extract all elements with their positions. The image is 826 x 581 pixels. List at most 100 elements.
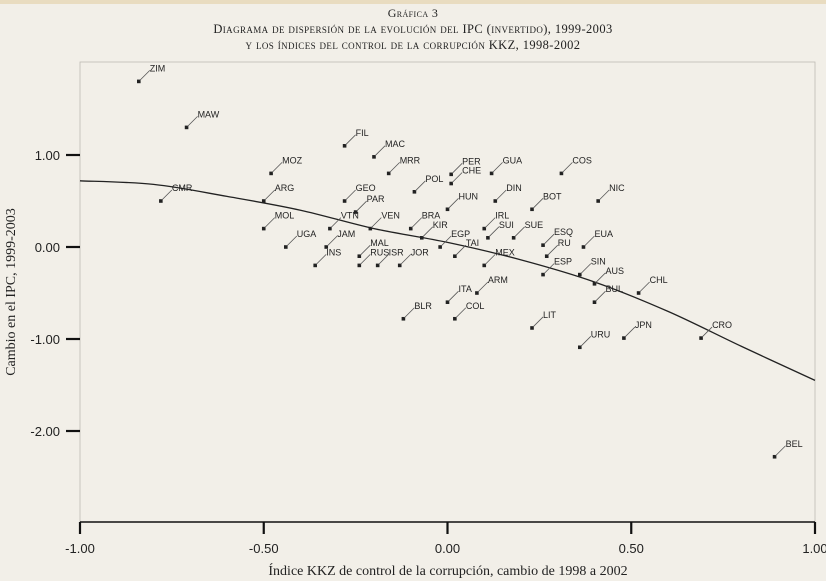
point-marker xyxy=(159,199,163,203)
point-leader-line xyxy=(451,172,463,183)
point-label: CMR xyxy=(172,183,193,193)
data-point-ven: VEN xyxy=(368,211,400,231)
point-leader-line xyxy=(543,263,555,274)
point-label: MAL xyxy=(370,238,389,248)
point-label: SUI xyxy=(499,220,514,230)
data-point-maw: MAW xyxy=(184,109,220,130)
point-leader-line xyxy=(264,189,276,201)
data-point-per: PER xyxy=(449,156,481,177)
point-marker xyxy=(342,199,347,203)
x-tick-label: -1.00 xyxy=(65,541,95,556)
data-point-bot: BOT xyxy=(530,191,562,212)
point-label: BLR xyxy=(414,301,432,311)
point-label: DIN xyxy=(506,183,522,193)
point-label: LIT xyxy=(543,310,557,320)
data-point-din: DIN xyxy=(493,183,522,203)
point-label: ITA xyxy=(459,284,472,294)
data-point-bel: BEL xyxy=(772,439,803,459)
data-point-ru: RU xyxy=(544,238,571,258)
point-leader-line xyxy=(389,162,400,173)
point-marker xyxy=(368,226,373,231)
point-marker xyxy=(541,243,545,247)
figure-label: Gráfica 3 xyxy=(387,6,439,20)
point-label: INS xyxy=(326,247,341,257)
point-leader-line xyxy=(451,163,463,174)
point-leader-line xyxy=(580,335,592,347)
point-leader-line xyxy=(356,200,367,212)
point-leader-line xyxy=(360,244,371,256)
point-label: ARG xyxy=(275,183,295,193)
point-label: NIC xyxy=(609,183,625,193)
data-point-arg: ARG xyxy=(261,183,295,203)
point-label: FIL xyxy=(356,128,369,138)
point-leader-line xyxy=(488,226,500,238)
point-leader-line xyxy=(411,217,423,228)
point-label: COL xyxy=(466,301,485,311)
point-leader-line xyxy=(448,197,459,209)
point-leader-line xyxy=(187,116,198,127)
fit-curve xyxy=(79,180,816,381)
point-marker xyxy=(475,291,479,295)
fit-curve-layer xyxy=(79,180,816,381)
point-leader-line xyxy=(286,235,298,247)
data-point-mol: MOL xyxy=(261,211,294,231)
point-marker xyxy=(482,226,487,231)
data-point-eua: EUA xyxy=(581,229,613,249)
data-point-par: PAR xyxy=(353,194,385,214)
point-marker xyxy=(578,345,582,350)
point-leader-line xyxy=(532,316,544,328)
point-marker xyxy=(445,300,450,304)
point-leader-line xyxy=(374,145,386,157)
point-leader-line xyxy=(455,307,467,319)
data-point-jam: JAM xyxy=(324,229,355,249)
data-point-mal: MAL xyxy=(357,238,389,258)
data-point-esq: ESQ xyxy=(541,227,573,247)
point-label: TAI xyxy=(466,238,479,248)
data-point-fil: FIL xyxy=(342,128,369,148)
point-leader-line xyxy=(532,197,544,209)
data-point-isr: ISR xyxy=(375,247,405,268)
point-marker xyxy=(184,125,189,130)
point-leader-line xyxy=(595,290,606,302)
point-leader-line xyxy=(455,244,467,256)
point-marker xyxy=(578,272,582,277)
point-label: ESQ xyxy=(554,227,573,237)
point-label: CHL xyxy=(650,275,668,285)
point-label: ISR xyxy=(389,247,405,257)
point-leader-line xyxy=(326,235,338,247)
point-leader-line xyxy=(440,235,452,247)
data-point-irl: IRL xyxy=(482,211,509,231)
point-marker xyxy=(269,171,273,176)
point-marker xyxy=(511,236,516,240)
point-leader-line xyxy=(547,244,559,256)
point-marker xyxy=(772,454,777,459)
point-label: PAR xyxy=(367,194,385,204)
point-marker xyxy=(622,336,626,340)
point-leader-line xyxy=(775,445,786,457)
point-leader-line xyxy=(415,180,426,192)
point-leader-line xyxy=(562,162,573,173)
point-marker xyxy=(592,282,597,286)
point-label: COS xyxy=(572,155,592,165)
data-point-lit: LIT xyxy=(530,310,557,330)
point-label: GUA xyxy=(503,155,523,165)
plot-frame-rect xyxy=(79,61,816,523)
point-marker xyxy=(408,226,413,231)
point-marker xyxy=(357,254,362,258)
data-point-tai: TAI xyxy=(453,238,479,258)
chart-title-line-1: Diagrama de dispersión de la evolución d… xyxy=(213,22,613,36)
data-point-arm: ARM xyxy=(475,275,508,295)
data-point-uru: URU xyxy=(578,329,610,350)
point-label: BOT xyxy=(543,191,562,201)
y-tick-label: 1.00 xyxy=(35,148,60,163)
point-label: BEL xyxy=(786,439,803,449)
point-label: ARM xyxy=(488,275,508,285)
point-leader-line xyxy=(448,290,459,302)
data-point-pol: POL xyxy=(412,174,443,194)
point-leader-line xyxy=(701,326,713,338)
point-marker xyxy=(397,263,402,268)
point-marker xyxy=(328,226,332,231)
point-label: RUS xyxy=(370,247,389,257)
data-point-jor: JOR xyxy=(397,247,429,268)
point-marker xyxy=(261,226,266,231)
